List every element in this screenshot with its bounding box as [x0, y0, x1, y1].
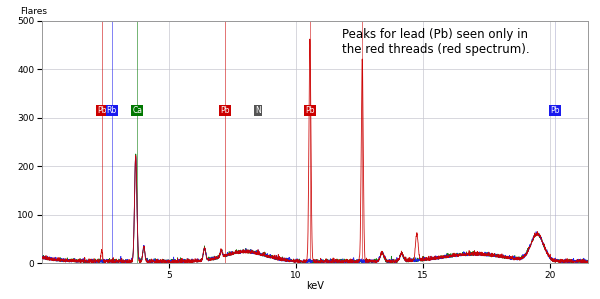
Text: Peaks for lead (Pb) seen only in
the red threads (red spectrum).: Peaks for lead (Pb) seen only in the red…: [342, 28, 530, 56]
Text: Pb: Pb: [305, 106, 314, 115]
Text: N: N: [255, 106, 261, 115]
Text: Ca: Ca: [132, 106, 142, 115]
X-axis label: keV: keV: [306, 281, 324, 291]
Text: Rb: Rb: [107, 106, 117, 115]
Text: Pb: Pb: [550, 106, 560, 115]
Text: Flares: Flares: [20, 7, 47, 16]
Text: Pb: Pb: [220, 106, 230, 115]
Text: Pb: Pb: [97, 106, 106, 115]
